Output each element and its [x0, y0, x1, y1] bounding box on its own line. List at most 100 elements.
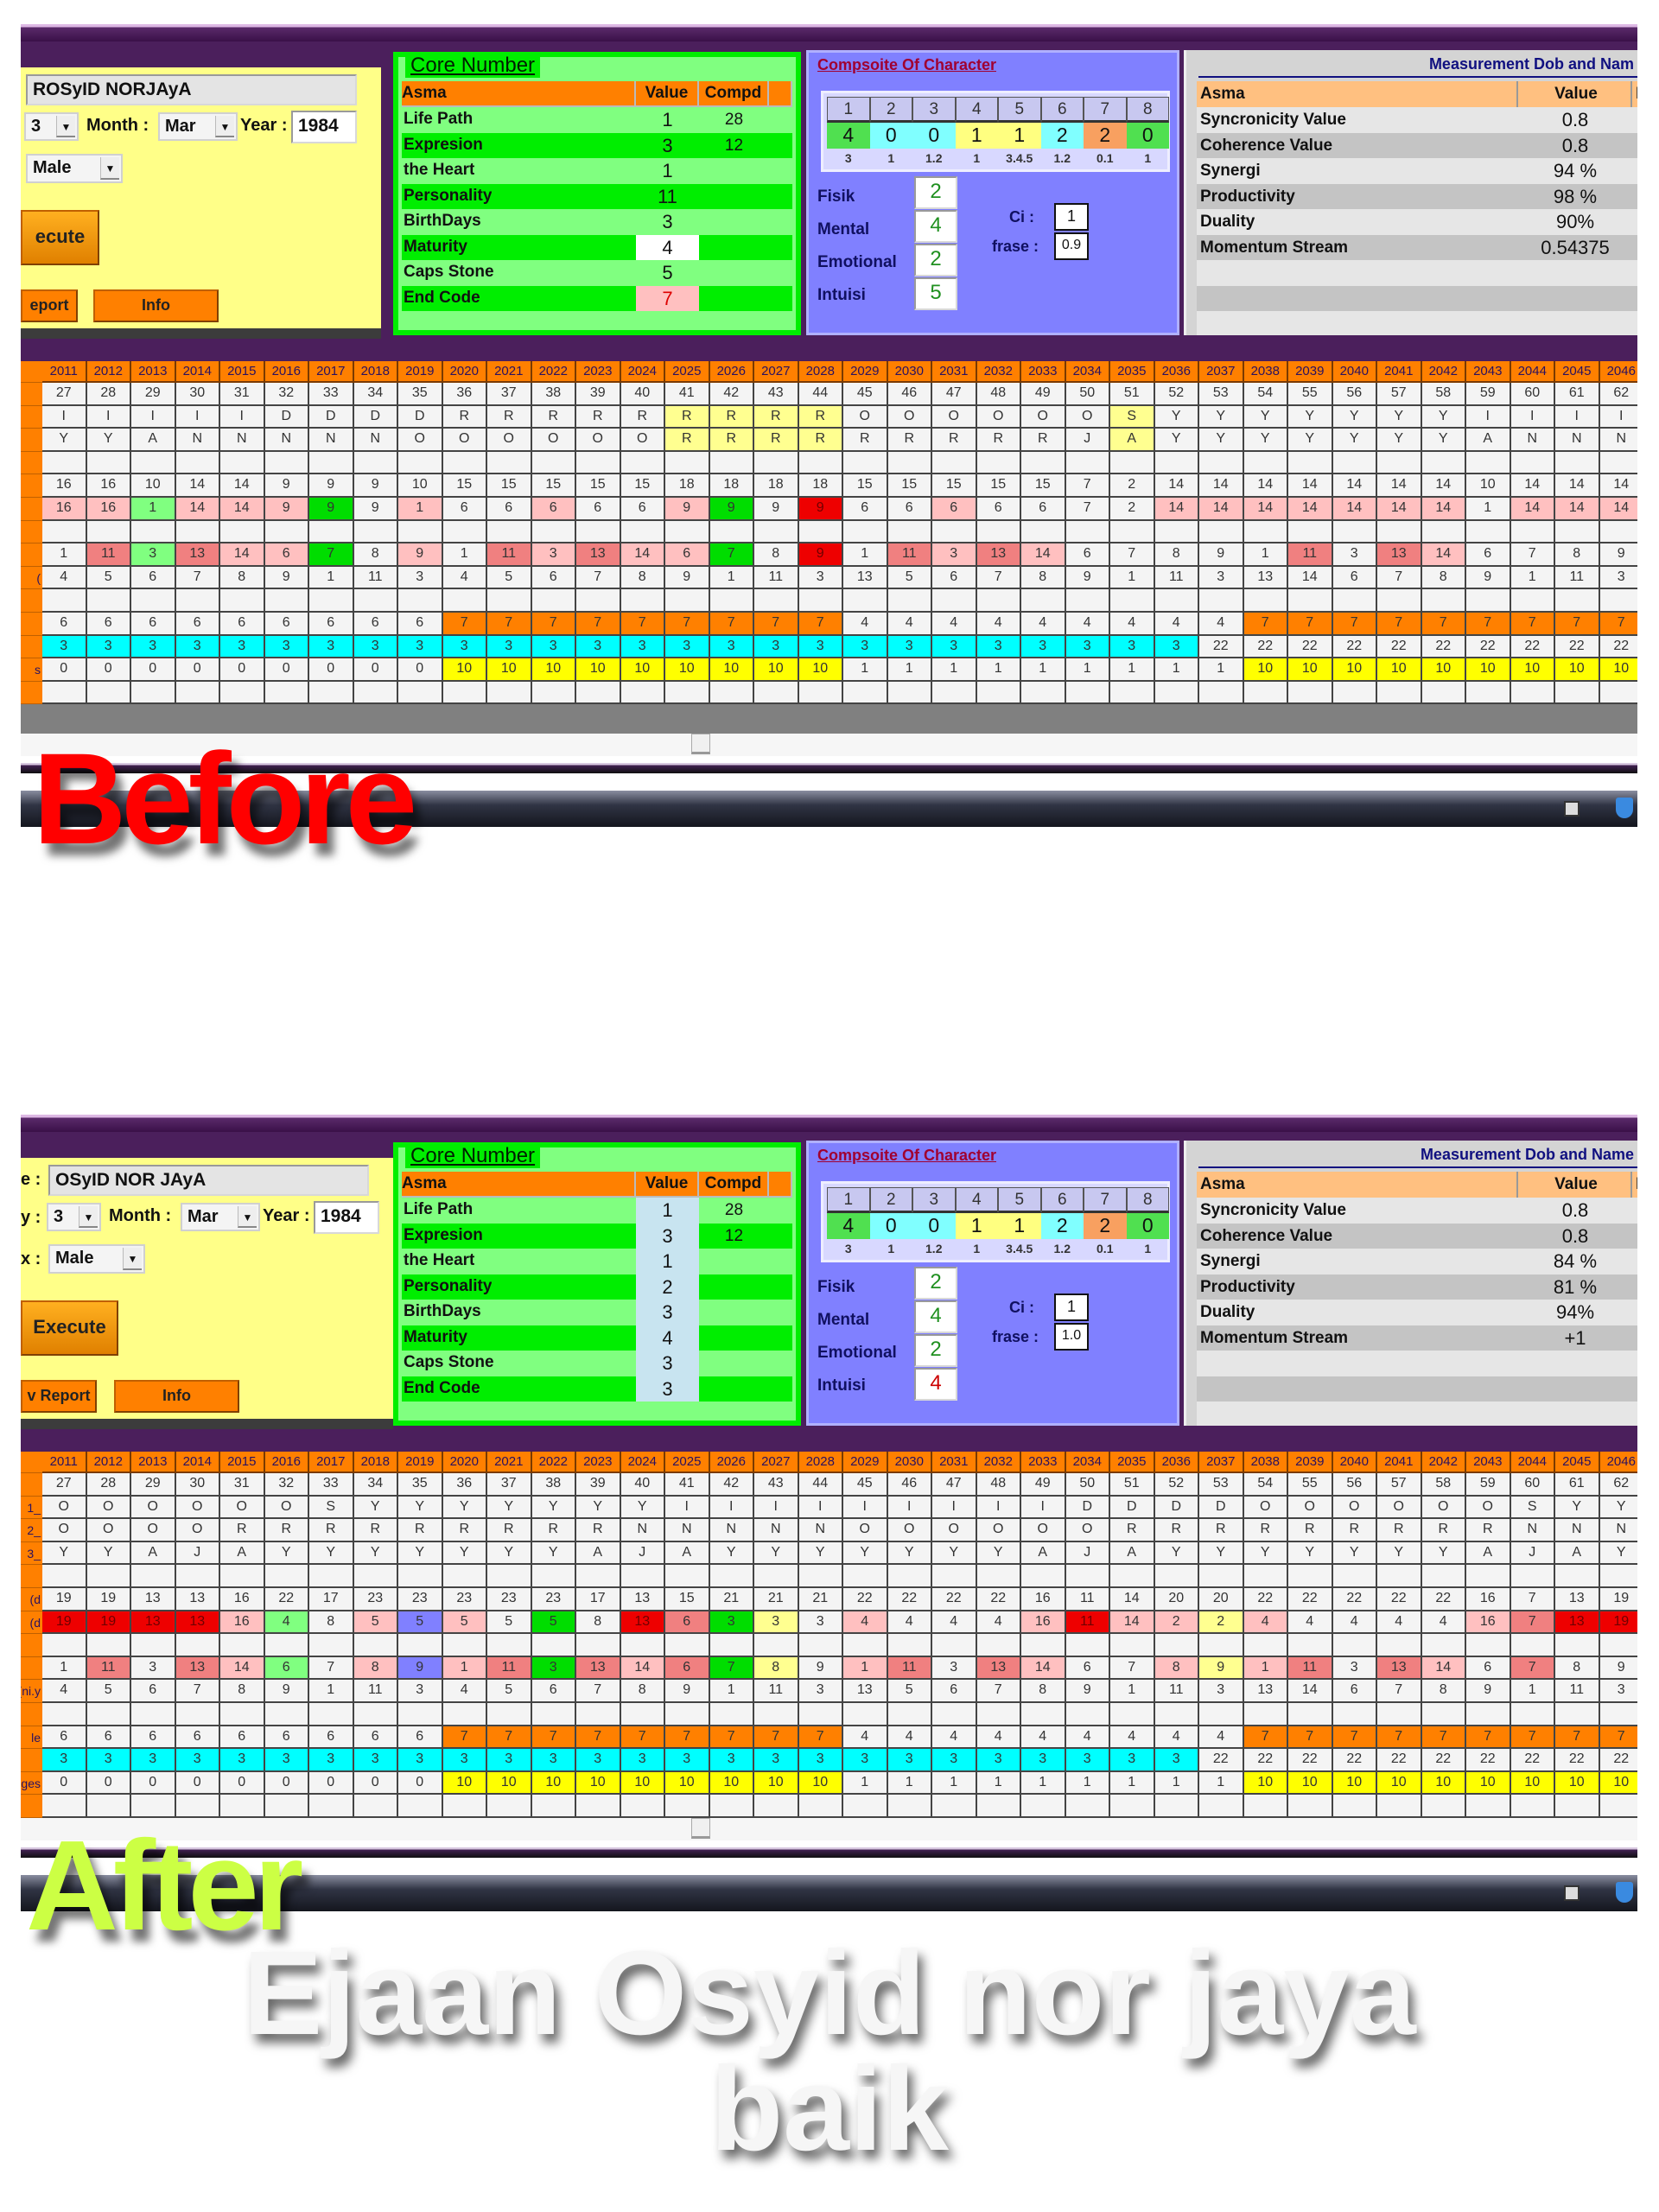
grid-cell — [86, 451, 131, 475]
grid-cell — [709, 1795, 754, 1818]
grid-cell: 16 — [1466, 1588, 1511, 1611]
composite-value: 1 — [955, 1213, 998, 1239]
grid-cell: 6 — [42, 1726, 87, 1750]
grid-cell: 22 — [1421, 635, 1466, 659]
grid-cell: 7 — [442, 1726, 487, 1750]
grid-cell: 3 — [220, 1749, 265, 1772]
horizontal-scrollbar[interactable] — [21, 734, 1637, 756]
measurement-row: Synergi 84 % F — [1197, 1249, 1637, 1274]
report-button[interactable]: v Report — [21, 1380, 97, 1413]
grid-cell: R — [843, 429, 888, 452]
year-input[interactable]: 1984 — [291, 111, 357, 143]
grid-year-header: 2034 — [1065, 1452, 1110, 1473]
grid-cell: 5 — [86, 1680, 131, 1703]
grid-cell: R — [442, 405, 487, 429]
grid-cell: 6 — [86, 1726, 131, 1750]
composite-value: 0 — [1126, 123, 1169, 149]
measurement-row: Momentum Stream 0.54375 — [1197, 234, 1637, 260]
horizontal-scrollbar[interactable] — [21, 1818, 1637, 1840]
year-input[interactable]: 1984 — [314, 1201, 379, 1234]
grid-cell: A — [220, 1541, 265, 1566]
grid-cell — [976, 451, 1021, 475]
measurement-row-label: Duality — [1200, 1303, 1255, 1321]
grid-cell — [1332, 520, 1377, 544]
grid-cell — [754, 1795, 799, 1818]
grid-cell: 2 — [1110, 498, 1155, 521]
year-label: Year : — [263, 1206, 310, 1225]
grid-cell — [1466, 1565, 1511, 1588]
day-select[interactable]: 3 ▼ — [24, 112, 79, 141]
grid-cell: 13 — [131, 1611, 176, 1635]
grid-year-header: 2040 — [1332, 361, 1377, 383]
month-select[interactable]: Mar ▼ — [181, 1203, 260, 1231]
grid-cell — [1599, 451, 1637, 475]
day-select[interactable]: 3 ▼ — [47, 1203, 101, 1231]
scrollbar-thumb[interactable] — [691, 1818, 710, 1839]
composite-number: 1 — [827, 1187, 870, 1213]
report-button[interactable]: eport — [21, 289, 78, 322]
grid-cell: Y — [353, 1496, 398, 1520]
grid-cell: 31 — [220, 383, 265, 406]
execute-button[interactable]: ecute — [21, 210, 99, 265]
grid-cell: 27 — [42, 1473, 87, 1497]
grid-cell: 3 — [1065, 1749, 1110, 1772]
core-row-compd — [699, 286, 769, 312]
grid-cell — [932, 451, 977, 475]
grid-year-header: 2031 — [932, 361, 977, 383]
grid-cell — [1377, 681, 1422, 705]
composite-sub: 1 — [887, 1242, 895, 1255]
measurement-row-label: Syncronicity Value — [1200, 111, 1346, 129]
grid-cell: 6 — [1065, 1656, 1110, 1681]
grid-cell: R — [1110, 1519, 1155, 1542]
grid-cell — [1199, 1795, 1244, 1818]
grid-cell: 19 — [86, 1588, 131, 1611]
grid-cell: I — [798, 1496, 843, 1520]
grid-cell: 9 — [665, 498, 710, 521]
grid-cell: 36 — [442, 383, 487, 406]
grid-cell: O — [442, 429, 487, 452]
execute-button[interactable]: Execute — [21, 1300, 118, 1356]
grid-cell: 3 — [1154, 1749, 1199, 1772]
grid-cell: 11 — [1555, 1680, 1600, 1703]
grid-cell: 10 — [576, 658, 621, 682]
shield-icon[interactable] — [1616, 1882, 1633, 1903]
grid-cell: 7 — [1243, 1726, 1288, 1750]
grid-cell: 22 — [1288, 1588, 1333, 1611]
sex-select[interactable]: Male ▼ — [48, 1244, 145, 1274]
grid-cell: Y — [86, 1541, 131, 1566]
core-row: Life Path 1 28 — [402, 107, 792, 133]
grid-cell: 14 — [1243, 474, 1288, 498]
month-select[interactable]: Mar ▼ — [158, 112, 238, 141]
shield-icon[interactable] — [1616, 798, 1633, 818]
grid-cell — [309, 589, 354, 613]
grid-cell: 15 — [665, 1588, 710, 1611]
grid-cell: 22 — [1599, 1749, 1637, 1772]
sex-select[interactable]: Male ▼ — [26, 154, 123, 183]
grid-cell — [798, 681, 843, 705]
grid-cell: 32 — [264, 1473, 309, 1497]
grid-cell: N — [1510, 1519, 1555, 1542]
name-input[interactable]: ROSyID NORJAyA — [26, 74, 357, 105]
grid-cell: 3 — [442, 1749, 487, 1772]
grid-cell: 14 — [1243, 498, 1288, 521]
grid-cell: 10 — [1510, 658, 1555, 682]
grid-row-label — [21, 1795, 42, 1818]
grid-cell: Y — [976, 1541, 1021, 1566]
grid-cell — [131, 681, 176, 705]
grid-cell: 14 — [1110, 1611, 1155, 1635]
name-input[interactable]: OSyID NOR JAyA — [48, 1165, 369, 1196]
grid-cell: 1 — [932, 658, 977, 682]
grid-cell: 36 — [442, 1473, 487, 1497]
grid-cell — [1110, 1565, 1155, 1588]
info-button[interactable]: Info — [114, 1380, 239, 1413]
scrollbar-thumb[interactable] — [691, 734, 710, 754]
grid-cell: I — [1466, 405, 1511, 429]
composite-value: 4 — [827, 1213, 870, 1239]
grid-cell — [754, 681, 799, 705]
grid-year-header: 2043 — [1466, 361, 1511, 383]
info-button[interactable]: Info — [93, 289, 219, 322]
grid-cell — [709, 1703, 754, 1726]
grid-cell: 4 — [1288, 1611, 1333, 1635]
grid-cell: N — [309, 429, 354, 452]
field-value-intuisi: 4 — [914, 1368, 957, 1401]
